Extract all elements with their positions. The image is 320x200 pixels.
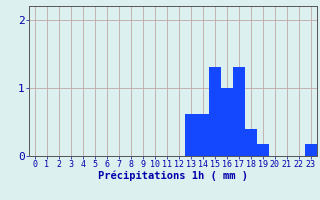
Bar [197, 114, 209, 156]
Bar [221, 88, 233, 156]
Bar [305, 144, 317, 156]
Bar [209, 67, 221, 156]
Bar [233, 67, 245, 156]
Bar [185, 114, 197, 156]
X-axis label: Précipitations 1h ( mm ): Précipitations 1h ( mm ) [98, 171, 248, 181]
Bar [245, 129, 257, 156]
Bar [257, 144, 269, 156]
